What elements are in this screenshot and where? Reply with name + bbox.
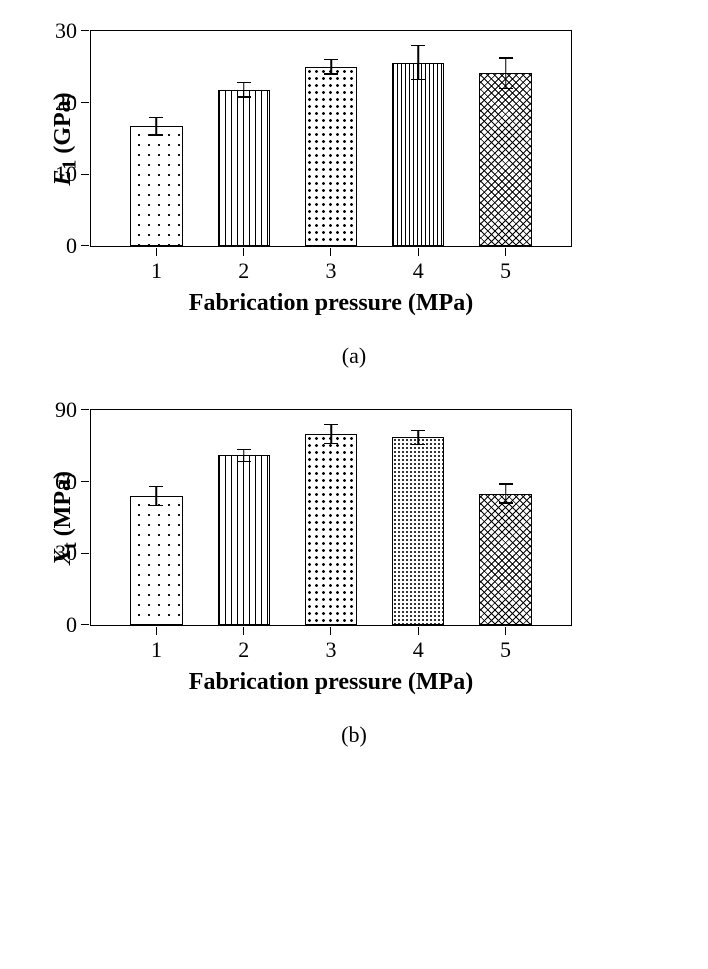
y-tick-label: 0 xyxy=(66,233,77,259)
x-tick-label: 1 xyxy=(151,637,162,663)
error-cap xyxy=(324,424,338,426)
error-cap xyxy=(411,430,425,432)
y-tick xyxy=(81,409,89,410)
error-bar xyxy=(243,83,245,97)
x-tick-label: 4 xyxy=(413,637,424,663)
x-tick xyxy=(330,248,331,256)
bar xyxy=(305,434,357,625)
bar xyxy=(392,437,444,625)
error-cap xyxy=(411,45,425,47)
error-cap xyxy=(499,502,513,504)
x-tick xyxy=(243,627,244,635)
error-cap xyxy=(324,443,338,445)
x-tick-label: 5 xyxy=(500,637,511,663)
bar xyxy=(305,67,357,246)
y-tick-label: 0 xyxy=(66,612,77,638)
x-tick xyxy=(505,248,506,256)
error-cap xyxy=(411,79,425,81)
panel-b: 030609012345Xt (MPa)Fabrication pressure… xyxy=(90,409,708,748)
panel-a: 010203012345E1 (GPa)Fabrication pressure… xyxy=(90,30,708,369)
error-cap xyxy=(149,117,163,119)
panel-caption: (a) xyxy=(0,343,708,369)
y-axis-label: E1 (GPa) xyxy=(50,92,82,185)
bar xyxy=(130,126,182,246)
x-tick-label: 3 xyxy=(326,258,337,284)
y-tick xyxy=(81,481,89,482)
error-cap xyxy=(499,88,513,90)
y-tick-label: 90 xyxy=(55,397,77,423)
plot-area: 030609012345Xt (MPa)Fabrication pressure… xyxy=(90,409,572,626)
y-tick xyxy=(81,30,89,31)
x-tick xyxy=(418,248,419,256)
error-bar xyxy=(330,60,332,74)
y-tick-label: 30 xyxy=(55,18,77,44)
y-tick xyxy=(81,553,89,554)
y-tick xyxy=(81,245,89,246)
panel-caption: (b) xyxy=(0,722,708,748)
error-cap xyxy=(149,505,163,507)
error-cap xyxy=(411,444,425,446)
error-cap xyxy=(324,59,338,61)
bar xyxy=(218,455,270,625)
error-cap xyxy=(149,486,163,488)
y-tick xyxy=(81,102,89,103)
error-bar xyxy=(156,486,158,505)
x-tick-label: 2 xyxy=(238,637,249,663)
y-tick xyxy=(81,174,89,175)
x-tick xyxy=(156,627,157,635)
bar xyxy=(479,73,531,246)
x-axis-label: Fabrication pressure (MPa) xyxy=(189,669,473,696)
x-tick-label: 1 xyxy=(151,258,162,284)
error-bar xyxy=(418,45,420,79)
error-cap xyxy=(237,449,251,451)
x-tick xyxy=(330,627,331,635)
bar xyxy=(479,494,531,625)
error-bar xyxy=(243,449,245,461)
bar xyxy=(218,90,270,246)
x-tick xyxy=(156,248,157,256)
x-tick-label: 3 xyxy=(326,637,337,663)
error-cap xyxy=(324,73,338,75)
error-bar xyxy=(505,484,507,503)
error-cap xyxy=(499,57,513,59)
bar xyxy=(392,63,444,246)
x-axis-label: Fabrication pressure (MPa) xyxy=(189,290,473,317)
error-bar xyxy=(505,58,507,88)
error-cap xyxy=(237,461,251,463)
x-tick xyxy=(418,627,419,635)
error-cap xyxy=(149,134,163,136)
error-bar xyxy=(156,118,158,135)
y-tick xyxy=(81,624,89,625)
error-cap xyxy=(499,483,513,485)
error-cap xyxy=(237,96,251,98)
x-tick-label: 4 xyxy=(413,258,424,284)
error-bar xyxy=(330,424,332,443)
x-tick-label: 5 xyxy=(500,258,511,284)
figure: 010203012345E1 (GPa)Fabrication pressure… xyxy=(0,30,708,748)
error-bar xyxy=(418,430,420,444)
x-tick xyxy=(243,248,244,256)
x-tick xyxy=(505,627,506,635)
error-cap xyxy=(237,82,251,84)
x-tick-label: 2 xyxy=(238,258,249,284)
plot-area: 010203012345E1 (GPa)Fabrication pressure… xyxy=(90,30,572,247)
y-axis-label: Xt (MPa) xyxy=(50,471,82,565)
bar xyxy=(130,496,182,625)
